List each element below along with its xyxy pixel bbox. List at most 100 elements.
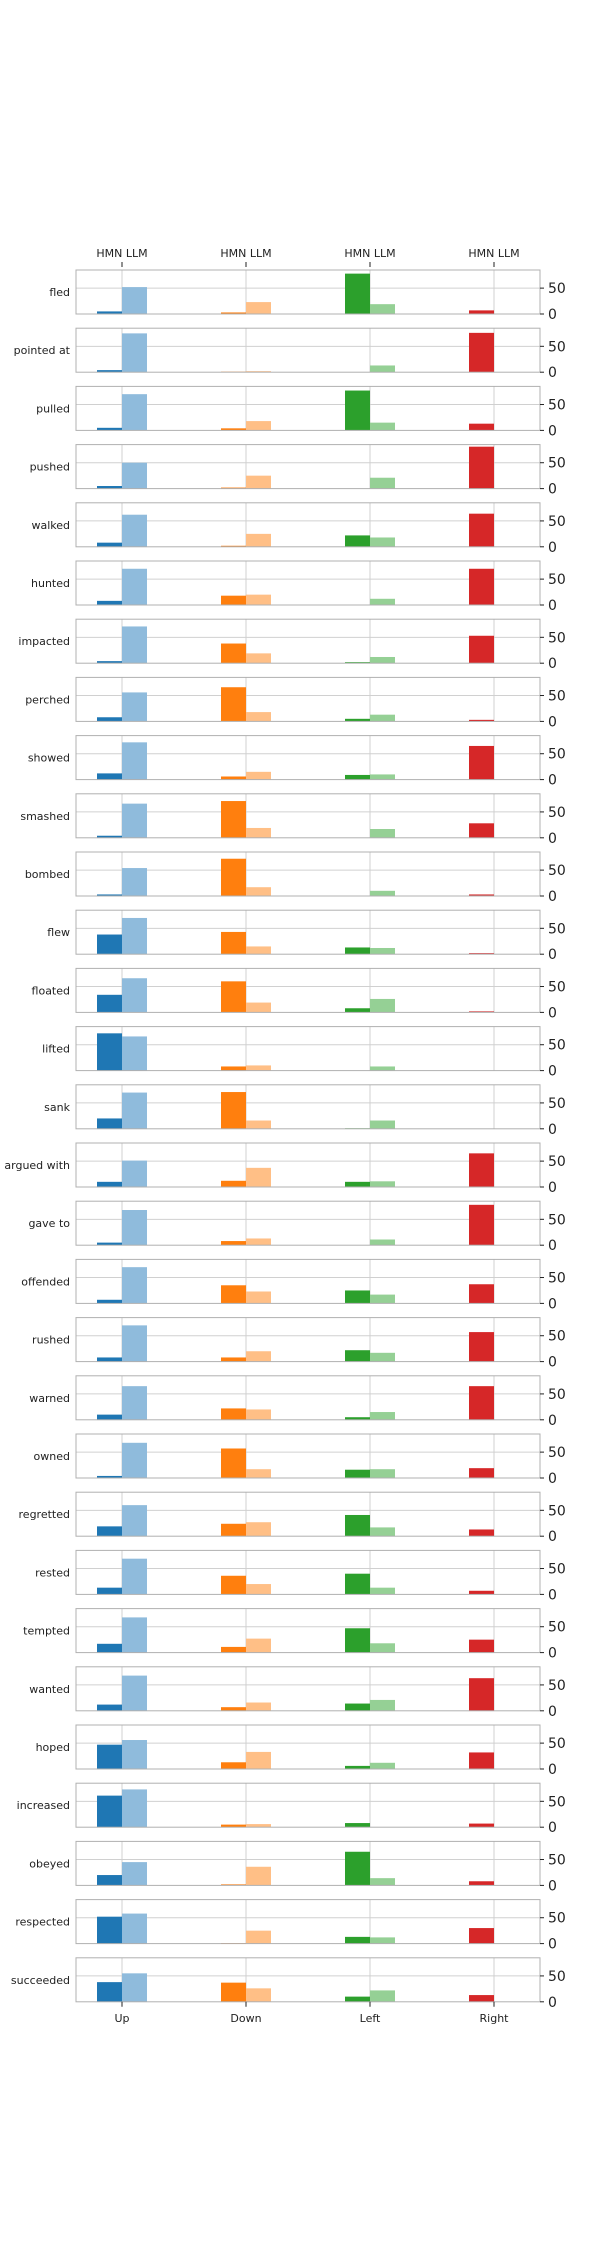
row-label: offended [21,1275,70,1288]
row-label: respected [15,1916,70,1929]
bar-up-llm [122,1210,147,1246]
bar-up-llm [122,333,147,373]
bar-right-hmn [469,1928,494,1944]
bar-left-hmn [345,1996,370,2002]
bar-up-hmn [97,1982,122,2002]
y-tick-label: 0 [548,1762,557,1778]
top-series-label: HMN LLM [220,247,271,260]
bar-left-hmn [345,662,370,664]
bar-down-hmn [221,1448,246,1478]
y-tick-label: 50 [548,398,566,414]
bar-left-hmn [345,535,370,547]
bar-down-hmn [221,1523,246,1537]
panel-frame [75,1258,541,1304]
y-tick-label: 0 [548,1355,557,1371]
bar-right-hmn [469,1332,494,1362]
y-tick-label: 0 [548,365,557,381]
panel-frame [75,502,541,548]
y-tick-label: 50 [548,1853,566,1869]
row-label: pulled [36,402,70,415]
bar-left-llm [370,365,395,373]
bar-up-llm [122,742,147,780]
row-label: rushed [32,1334,70,1347]
bar-down-llm [246,371,271,373]
bar-up-llm [122,1092,147,1129]
y-tick-label: 0 [548,1878,557,1894]
y-tick-label: 0 [548,889,557,905]
bar-right-hmn [469,1590,494,1595]
bar-left-hmn [345,718,370,722]
panel-frame [75,1317,541,1363]
bar-down-hmn [221,1066,246,1071]
bar-right-hmn [469,1011,494,1013]
bar-up-llm [122,1036,147,1071]
y-tick-label: 50 [548,1387,566,1403]
bar-up-hmn [97,1526,122,1537]
bar-up-llm [122,917,147,955]
bar-left-hmn [345,1765,370,1769]
bar-right-hmn [469,1468,494,1478]
bar-down-llm [246,946,271,955]
bar-down-hmn [221,1180,246,1187]
bar-down-hmn [221,1357,246,1362]
bar-left-llm [370,1937,395,1944]
bar-left-hmn [345,1851,370,1886]
row-label: floated [32,984,70,997]
bar-left-llm [370,1120,395,1129]
y-tick-label: 0 [548,1529,557,1545]
y-tick-label: 50 [548,980,566,996]
y-tick-label: 0 [548,773,557,789]
bar-right-hmn [469,568,494,605]
bar-left-llm [370,1990,395,2002]
bar-up-llm [122,514,147,547]
bar-down-llm [246,1866,271,1886]
bar-up-hmn [97,1181,122,1187]
y-tick-label: 0 [548,1820,557,1836]
bar-down-hmn [221,931,246,955]
y-tick-label: 50 [548,1212,566,1228]
bar-down-llm [246,771,271,780]
bar-right-hmn [469,423,494,431]
panel-frame [75,269,541,315]
bar-down-hmn [221,428,246,431]
category-label-left: Left [360,2012,381,2025]
bar-down-hmn [221,1092,246,1129]
bar-down-hmn [221,858,246,896]
y-tick-label: 0 [548,1296,557,1312]
bar-down-llm [246,1120,271,1129]
y-tick-label: 50 [548,1969,566,1985]
bar-up-hmn [97,1643,122,1653]
row-label: walked [31,519,70,532]
bar-left-llm [370,1181,395,1187]
bar-up-hmn [97,1033,122,1071]
bar-down-hmn [221,1285,246,1304]
bar-up-llm [122,1913,147,1944]
bar-left-hmn [345,1936,370,1944]
bar-up-llm [122,1267,147,1304]
y-tick-label: 50 [548,281,566,297]
panel-frame [75,1084,541,1130]
y-tick-label: 0 [548,947,557,963]
bar-down-hmn [221,801,246,838]
bar-down-llm [246,1702,271,1711]
bar-right-hmn [469,1752,494,1769]
y-tick-label: 0 [548,482,557,498]
panel-frame [75,1782,541,1828]
row-label: warned [29,1392,70,1405]
panel-frame [75,676,541,722]
category-label-down: Down [230,2012,261,2025]
bar-right-hmn [469,1153,494,1187]
y-tick-label: 0 [548,1122,557,1138]
bar-down-hmn [221,312,246,314]
row-label: owned [34,1450,70,1463]
bar-down-llm [246,1238,271,1246]
y-tick-label: 0 [548,656,557,672]
bar-down-hmn [221,1884,246,1886]
bar-left-llm [370,1762,395,1769]
row-label: obeyed [29,1857,70,1870]
row-label: pointed at [14,344,71,357]
bar-left-hmn [345,1823,370,1828]
bar-down-llm [246,1409,271,1420]
bar-left-llm [370,598,395,605]
